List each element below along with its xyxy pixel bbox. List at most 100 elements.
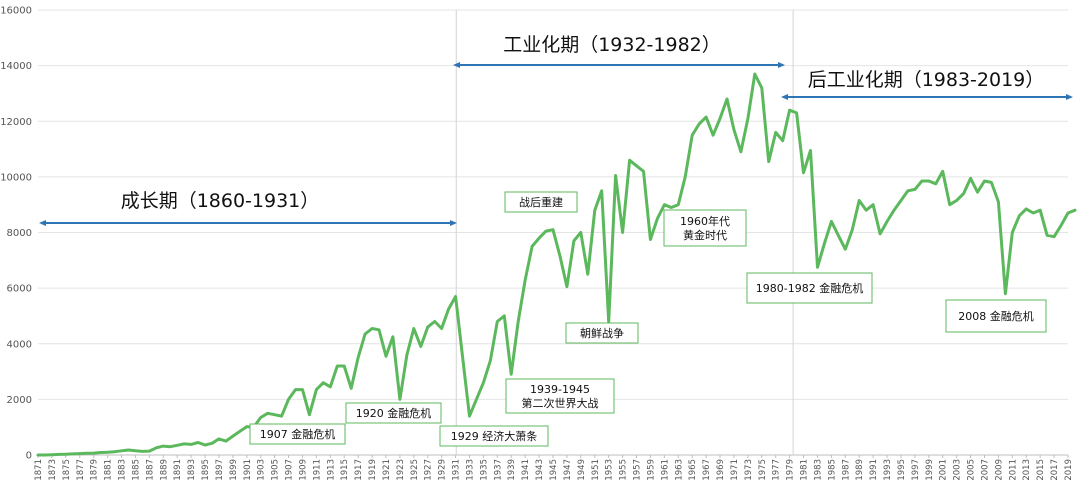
annotation-text: 黄金时代 [683, 228, 727, 242]
x-tick-label: 2017 [1050, 459, 1060, 481]
period-label: 工业化期（1932-1982） [503, 34, 721, 56]
annotation-label: 1929 经济大萧条 [439, 425, 549, 447]
x-tick-label: 1951 [591, 459, 601, 481]
y-tick-label: 16000 [0, 6, 32, 17]
x-tick-label: 1927 [424, 459, 434, 481]
annotation-label: 战后重建 [504, 191, 578, 213]
x-tick-label: 1955 [619, 459, 629, 481]
y-tick-label: 4000 [7, 339, 32, 350]
x-tick-label: 1907 [285, 459, 295, 481]
x-tick-label: 1919 [368, 459, 378, 481]
x-tick-label: 1971 [730, 459, 740, 481]
x-tick-label: 1899 [229, 459, 239, 481]
x-tick-label: 1983 [813, 459, 823, 481]
x-tick-label: 1953 [605, 459, 615, 481]
x-tick-label: 1961 [660, 459, 670, 481]
x-tick-label: 1887 [145, 459, 155, 481]
series-line [36, 72, 1077, 457]
annotation-box [439, 425, 549, 447]
y-tick-label: 14000 [0, 61, 32, 72]
annotation-label: 朝鲜战争 [565, 322, 639, 344]
annotation-text: 朝鲜战争 [580, 326, 624, 340]
x-tick-label: 1915 [340, 459, 350, 481]
x-tick-label: 1921 [382, 459, 392, 481]
x-tick-label: 1925 [410, 459, 420, 481]
series-line-group [36, 72, 1077, 457]
x-tick-label: 1897 [215, 459, 225, 481]
x-tick-label: 1995 [897, 459, 907, 481]
x-tick-label: 1933 [465, 459, 475, 481]
x-tick-label: 2013 [1022, 459, 1032, 481]
x-tick-label: 1939 [507, 459, 517, 481]
x-tick-label: 1991 [869, 459, 879, 481]
x-tick-label: 1871 [34, 459, 44, 481]
annotation-label: 1907 金融危机 [249, 423, 346, 445]
x-axis: 1871 1873 1875 1877 1879 1881 1883 1885 1887 1889… [34, 455, 1074, 481]
x-tick-label: 1895 [201, 459, 211, 481]
x-tick-label: 1999 [925, 459, 935, 481]
x-tick-label: 1913 [326, 459, 336, 481]
x-tick-label: 1911 [312, 459, 322, 481]
x-tick-label: 1903 [257, 459, 267, 481]
y-tick-label: 8000 [7, 228, 32, 239]
x-tick-label: 1937 [493, 459, 503, 481]
event-annotations: 1907 金融危机 1920 金融危机 1929 经济大萧条 1939-1945第二次… [249, 191, 1047, 447]
x-tick-label: 1979 [786, 459, 796, 481]
x-tick-label: 1943 [535, 459, 545, 481]
x-tick-label: 1931 [452, 459, 462, 481]
x-tick-label: 1923 [396, 459, 406, 481]
annotation-text: 第二次世界大战 [522, 396, 599, 410]
annotation-text: 1920 金融危机 [356, 406, 432, 420]
x-tick-label: 1963 [674, 459, 684, 481]
x-tick-label: 1987 [841, 459, 851, 481]
x-tick-label: 2009 [994, 459, 1004, 481]
x-tick-label: 1977 [772, 459, 782, 481]
x-tick-label: 1969 [716, 459, 726, 481]
x-tick-label: 1885 [131, 459, 141, 481]
x-tick-label: 1883 [118, 459, 128, 481]
annotation-text: 1939-1945 [530, 383, 590, 396]
x-tick-label: 1989 [855, 459, 865, 481]
x-tick-label: 1985 [827, 459, 837, 481]
annotation-text: 1907 金融危机 [260, 427, 336, 441]
x-tick-label: 1875 [62, 459, 72, 481]
annotation-box [504, 191, 578, 213]
x-tick-label: 1893 [187, 459, 197, 481]
y-tick-label: 6000 [7, 284, 32, 295]
x-tick-label: 1965 [688, 459, 698, 481]
x-tick-label: 1935 [479, 459, 489, 481]
x-tick-label: 1879 [90, 459, 100, 481]
x-tick-label: 1997 [911, 459, 921, 481]
y-tick-label: 0 [26, 451, 32, 462]
annotation-label: 1920 金融危机 [345, 402, 442, 424]
annotation-label: 1980-1982 金融危机 [746, 272, 873, 304]
x-tick-label: 2005 [967, 459, 977, 481]
x-tick-label: 1945 [549, 459, 559, 481]
x-tick-label: 1947 [563, 459, 573, 481]
y-tick-label: 12000 [0, 117, 32, 128]
annotation-box [945, 299, 1047, 333]
x-tick-label: 2011 [1008, 459, 1018, 481]
x-tick-label: 1973 [744, 459, 754, 481]
y-tick-label: 2000 [7, 395, 32, 406]
x-tick-label: 1929 [438, 459, 448, 481]
x-tick-label: 1901 [243, 459, 253, 481]
x-tick-label: 1881 [104, 459, 114, 481]
x-tick-label: 2019 [1064, 459, 1074, 481]
annotation-text: 1960年代 [680, 214, 730, 228]
x-tick-label: 1959 [646, 459, 656, 481]
x-tick-label: 2003 [953, 459, 963, 481]
x-tick-label: 2007 [980, 459, 990, 481]
x-tick-label: 1917 [354, 459, 364, 481]
annotation-box [746, 272, 873, 304]
period-label: 成长期（1860-1931） [121, 190, 320, 212]
x-tick-label: 1873 [48, 459, 58, 481]
period-dividers [455, 10, 794, 455]
annotation-box [663, 209, 747, 247]
annotation-label: 2008 金融危机 [945, 299, 1047, 333]
period-label: 后工业化期（1983-2019） [808, 69, 1045, 91]
y-axis: 0 2000 4000 6000 8000 10000 12000 14000 16000 [0, 6, 32, 462]
x-tick-label: 1891 [173, 459, 183, 481]
x-tick-label: 1993 [883, 459, 893, 481]
